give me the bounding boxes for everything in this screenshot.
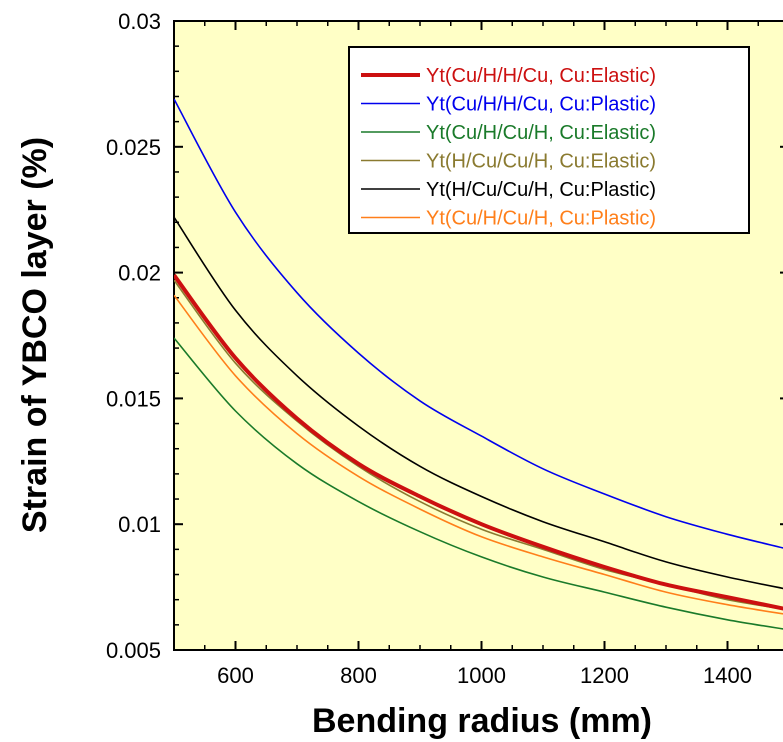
series-line-5	[174, 216, 783, 590]
legend-label: Yt(H/Cu/Cu/H, Cu:Elastic)	[426, 151, 656, 173]
legend-label: Yt(Cu/H/Cu/H, Cu:Plastic)	[426, 208, 656, 230]
legend-box	[348, 46, 750, 234]
x-tick-label: 1200	[580, 663, 629, 688]
x-tick-label: 1000	[457, 663, 506, 688]
x-axis-title: Bending radius (mm)	[312, 702, 652, 740]
legend-label: Yt(Cu/H/H/Cu, Cu:Plastic)	[426, 94, 656, 116]
series-line-3	[174, 337, 783, 630]
y-tick-label: 0.025	[106, 135, 161, 160]
legend-label: Yt(Cu/H/H/Cu, Cu:Elastic)	[426, 65, 656, 87]
y-tick-label: 0.005	[106, 638, 161, 663]
y-tick-label: 0.02	[118, 261, 161, 286]
axis-major-ticks	[174, 20, 783, 651]
x-tick-label: 600	[217, 663, 254, 688]
y-tick-label: 0.03	[118, 9, 161, 34]
y-tick-labels: 0.005 0.01 0.015 0.02 0.025 0.03	[106, 9, 161, 663]
legend-label: Yt(H/Cu/Cu/H, Cu:Plastic)	[426, 179, 656, 201]
x-tick-label: 1400	[703, 663, 752, 688]
x-tick-label: 800	[340, 663, 377, 688]
series-line-2	[174, 98, 783, 549]
series-line-1	[174, 273, 783, 611]
legend: Yt(Cu/H/H/Cu, Cu:Elastic) Yt(Cu/H/H/Cu, C…	[348, 46, 750, 234]
series-lines	[174, 98, 783, 630]
y-axis-title: Strain of YBCO layer (%)	[16, 137, 54, 533]
axis-minor-ticks	[173, 20, 759, 651]
series-line-6	[174, 294, 783, 615]
x-tick-labels: 600 800 1000 1200 1400	[217, 663, 752, 688]
legend-label: Yt(Cu/H/Cu/H, Cu:Elastic)	[426, 122, 656, 144]
y-tick-label: 0.015	[106, 386, 161, 411]
y-tick-label: 0.01	[118, 512, 161, 537]
